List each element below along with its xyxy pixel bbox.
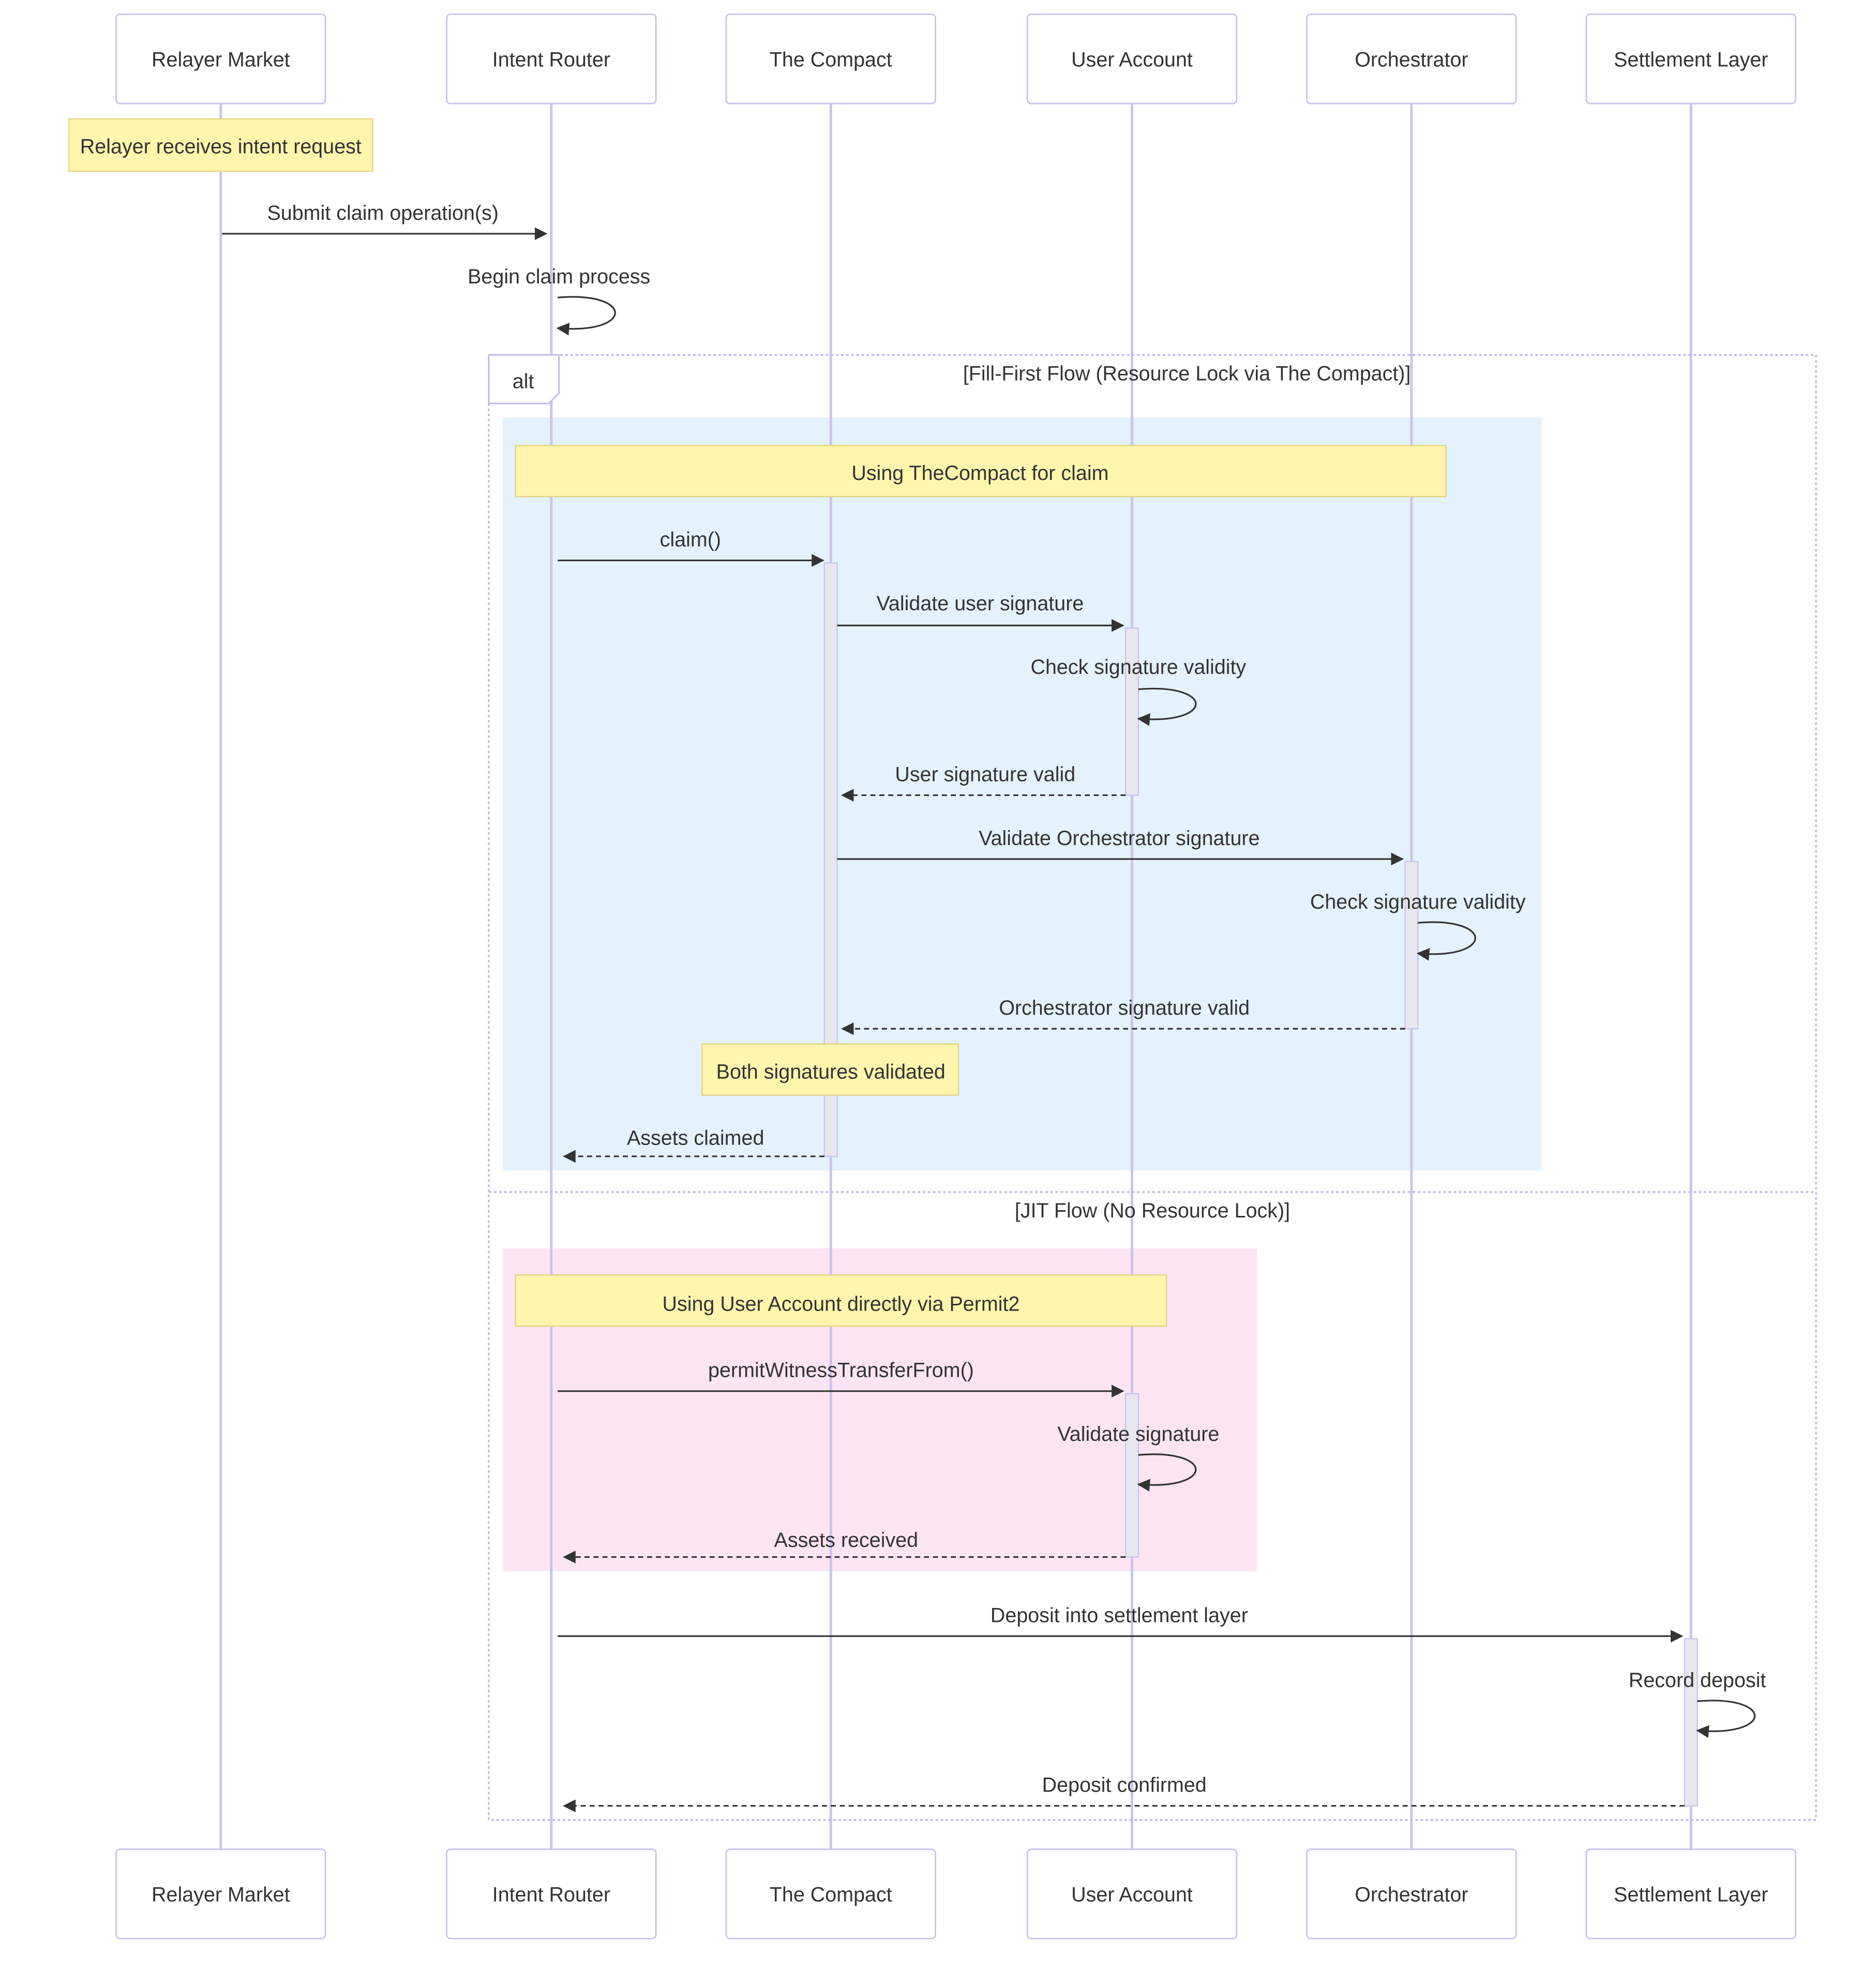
- message-validate-user: Validate user signature: [837, 592, 1124, 632]
- svg-text:Both signatures validated: Both signatures validated: [716, 1060, 945, 1083]
- actor-user-account[interactable]: User Account: [1026, 13, 1238, 104]
- message-assets-claimed: Assets claimed: [563, 1127, 824, 1163]
- message-user-valid: User signature valid: [841, 763, 1126, 802]
- note-both-validated: Both signatures validated: [701, 1043, 959, 1096]
- fill-first-section-bg: [503, 417, 1542, 1170]
- svg-text:The Compact: The Compact: [770, 1884, 892, 1906]
- note-using-permit2: Using User Account directly via Permit2: [515, 1274, 1167, 1327]
- svg-text:claim(): claim(): [660, 528, 721, 551]
- svg-text:Check signature validity: Check signature validity: [1310, 891, 1526, 913]
- message-deposit: Deposit into settlement layer: [558, 1604, 1684, 1643]
- svg-text:Intent Router: Intent Router: [492, 1884, 610, 1906]
- note-using-compact: Using TheCompact for claim: [515, 445, 1447, 498]
- actor-relayer-market[interactable]: Relayer Market: [115, 13, 326, 104]
- message-check-user: Check signature validity: [1030, 656, 1247, 726]
- message-assets-received: Assets received: [563, 1529, 1126, 1563]
- svg-text:Relayer receives intent reques: Relayer receives intent request: [80, 135, 362, 158]
- activation-settlement: [1684, 1638, 1698, 1807]
- alt-section-jit: [JIT Flow (No Resource Lock)]: [1015, 1199, 1290, 1222]
- actor-intent-router[interactable]: Intent Router: [446, 13, 657, 104]
- svg-text:Validate signature: Validate signature: [1057, 1423, 1219, 1446]
- actor-settlement-layer-bottom[interactable]: Settlement Layer: [1585, 1848, 1797, 1939]
- svg-text:Deposit into settlement layer: Deposit into settlement layer: [990, 1604, 1248, 1627]
- actor-user-account-bottom[interactable]: User Account: [1026, 1848, 1238, 1939]
- actor-the-compact[interactable]: The Compact: [725, 13, 937, 104]
- svg-text:Validate user signature: Validate user signature: [877, 592, 1084, 615]
- svg-text:Using TheCompact for claim: Using TheCompact for claim: [851, 462, 1108, 485]
- note-relayer-receives: Relayer receives intent request: [68, 118, 373, 172]
- svg-text:Submit claim operation(s): Submit claim operation(s): [267, 202, 498, 224]
- actor-orchestrator-bottom[interactable]: Orchestrator: [1306, 1848, 1517, 1939]
- svg-text:Record deposit: Record deposit: [1629, 1669, 1766, 1692]
- svg-text:Orchestrator signature valid: Orchestrator signature valid: [999, 997, 1250, 1019]
- svg-text:Begin claim process: Begin claim process: [468, 265, 650, 288]
- message-deposit-confirmed: Deposit confirmed: [563, 1774, 1685, 1813]
- message-record-deposit: Record deposit: [1629, 1669, 1766, 1738]
- svg-text:The Compact: The Compact: [770, 49, 892, 71]
- svg-text:Intent Router: Intent Router: [492, 49, 610, 71]
- message-validate-signature: Validate signature: [1057, 1423, 1219, 1492]
- actor-intent-router-bottom[interactable]: Intent Router: [446, 1848, 657, 1939]
- message-claim: claim(): [558, 528, 824, 567]
- svg-text:User Account: User Account: [1071, 49, 1193, 71]
- svg-text:Orchestrator: Orchestrator: [1355, 1884, 1468, 1906]
- svg-text:Assets received: Assets received: [774, 1529, 919, 1552]
- svg-text:Settlement Layer: Settlement Layer: [1614, 49, 1768, 71]
- activation-user-1: [1124, 627, 1139, 796]
- activation-orchestrator: [1404, 861, 1419, 1030]
- actor-relayer-market-bottom[interactable]: Relayer Market: [115, 1848, 326, 1939]
- svg-text:Relayer Market: Relayer Market: [152, 1884, 290, 1906]
- svg-text:Settlement Layer: Settlement Layer: [1614, 1884, 1768, 1906]
- message-validate-orchestrator: Validate Orchestrator signature: [837, 827, 1404, 866]
- svg-text:Deposit confirmed: Deposit confirmed: [1042, 1774, 1207, 1797]
- message-submit-claim: Submit claim operation(s): [222, 202, 548, 240]
- svg-text:Validate Orchestrator signatur: Validate Orchestrator signature: [979, 827, 1259, 850]
- message-begin-claim: Begin claim process: [468, 265, 650, 336]
- actor-settlement-layer[interactable]: Settlement Layer: [1585, 13, 1797, 104]
- message-check-orchestrator: Check signature validity: [1310, 891, 1526, 961]
- svg-text:User signature valid: User signature valid: [895, 763, 1075, 786]
- svg-text:Orchestrator: Orchestrator: [1355, 49, 1468, 71]
- alt-frame: alt [Fill-First Flow (Resource Lock via …: [488, 354, 1817, 1821]
- message-orchestrator-valid: Orchestrator signature valid: [841, 997, 1405, 1035]
- alt-label: alt: [513, 370, 534, 393]
- alt-section-fill-first: [Fill-First Flow (Resource Lock via The …: [963, 363, 1411, 385]
- svg-text:Relayer Market: Relayer Market: [152, 49, 290, 71]
- actor-the-compact-bottom[interactable]: The Compact: [725, 1848, 937, 1939]
- svg-text:Assets claimed: Assets claimed: [627, 1127, 764, 1150]
- activation-user-2: [1124, 1393, 1139, 1558]
- svg-text:permitWitnessTransferFrom(): permitWitnessTransferFrom(): [708, 1359, 974, 1382]
- actor-orchestrator[interactable]: Orchestrator: [1306, 13, 1517, 104]
- svg-text:User Account: User Account: [1071, 1884, 1193, 1906]
- svg-text:Using User Account directly vi: Using User Account directly via Permit2: [662, 1292, 1019, 1315]
- svg-text:Check signature validity: Check signature validity: [1030, 656, 1246, 679]
- message-permit-witness: permitWitnessTransferFrom(): [558, 1359, 1124, 1398]
